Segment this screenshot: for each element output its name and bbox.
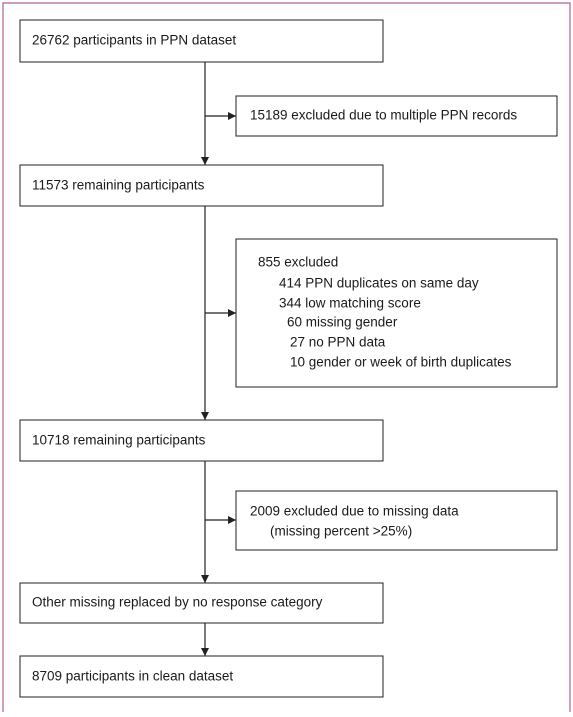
step-label: 26762 participants in PPN dataset bbox=[32, 33, 236, 48]
exclusion-item: 10 gender or week of birth duplicates bbox=[290, 355, 512, 370]
exclusion-text: (missing percent >25%) bbox=[270, 524, 412, 539]
step-box bbox=[19, 164, 384, 207]
exclusion-box bbox=[235, 490, 558, 551]
step-label: Other missing replaced by no response ca… bbox=[32, 595, 323, 610]
step-box bbox=[19, 419, 384, 462]
step-box bbox=[19, 582, 384, 624]
exclusion-item: 414 PPN duplicates on same day bbox=[279, 276, 479, 291]
step-label: 11573 remaining participants bbox=[32, 178, 205, 193]
exclusion-text: 2009 excluded due to missing data bbox=[250, 504, 459, 519]
exclusion-text: 855 excluded bbox=[258, 255, 338, 270]
exclusion-box bbox=[235, 238, 558, 388]
step-label: 10718 remaining participants bbox=[32, 433, 206, 448]
exclusion-text: 15189 excluded due to multiple PPN recor… bbox=[250, 108, 517, 123]
step-box bbox=[19, 19, 384, 63]
step-label: 8709 participants in clean dataset bbox=[32, 669, 233, 684]
step-box bbox=[19, 655, 384, 698]
exclusion-item: 60 missing gender bbox=[287, 315, 398, 330]
exclusion-item: 344 low matching score bbox=[279, 296, 421, 311]
exclusion-item: 27 no PPN data bbox=[290, 335, 386, 350]
exclusion-box bbox=[235, 95, 558, 137]
